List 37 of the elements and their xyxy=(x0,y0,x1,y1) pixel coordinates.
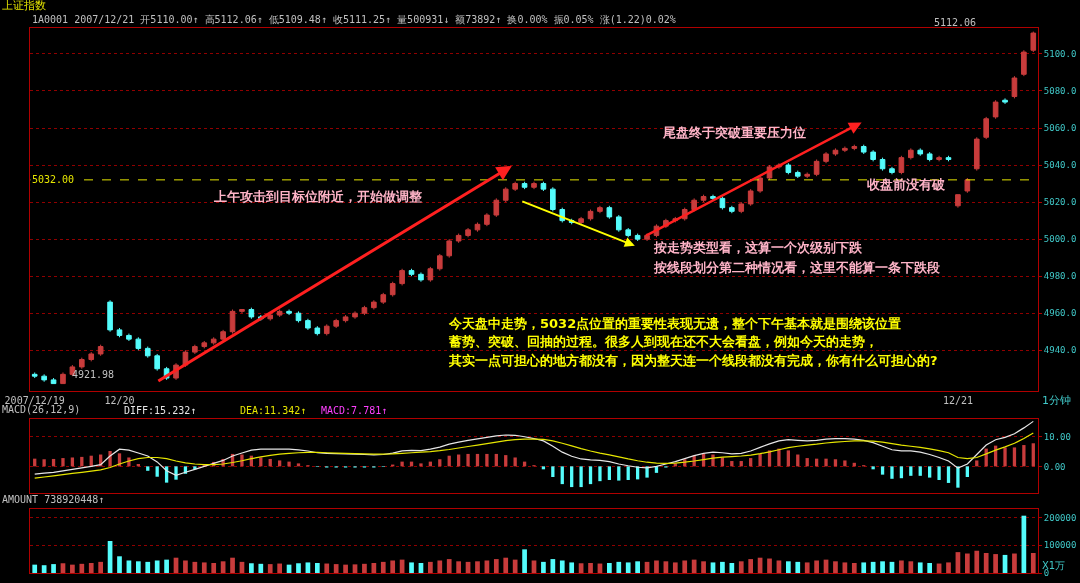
y-tick-label: 5020.0 xyxy=(1043,197,1077,208)
x-tick-label: 2007/12/19 xyxy=(4,395,65,406)
chart-subtitle: 1A0001 2007/12/21 开5110.00↑ 高5112.06↑ 低5109.48↑ 收5111.25↑ 量500931↓ 额73892↑ 换0.00% 振0.05% 涨(1.22)0.02% xyxy=(32,14,676,25)
chart-title: AMOUNT 738920448↑ xyxy=(2,494,105,505)
y-tick-label: 100000 xyxy=(1043,540,1077,551)
ref-line-label: 5032.00 xyxy=(32,174,75,185)
text: X1万 xyxy=(1042,560,1066,571)
text: MACD:7.781↑ xyxy=(321,405,388,416)
y-tick-label: 4960.0 xyxy=(1043,308,1077,319)
annotation: 按线段划分第二种情况看，这里不能算一条下跌段 xyxy=(653,260,941,275)
y-tick-label: 5040.0 xyxy=(1043,160,1077,171)
annotation: 按走势类型看，这算一个次级别下跌 xyxy=(653,240,863,255)
y-tick-label: 4940.0 xyxy=(1043,345,1077,356)
x-tick-label: 12/21 xyxy=(942,395,973,406)
y-tick-label: 5100.0 xyxy=(1043,49,1077,60)
annotation: 尾盘终于突破重要压力位 xyxy=(662,125,806,140)
annotation: 其实一点可担心的地方都没有，因为整天连一个线段都没有完成，你有什么可担心的? xyxy=(448,353,938,368)
x-tick-label: 12/20 xyxy=(104,395,135,406)
text: DEA:11.342↑ xyxy=(240,405,307,416)
annotation: 收盘前没有破 xyxy=(867,177,946,192)
y-tick-label: 0.00 xyxy=(1043,461,1066,472)
annotation: 4921.98 xyxy=(72,369,115,380)
y-tick-label: 4980.0 xyxy=(1043,271,1077,282)
annotation: 上午攻击到目标位附近，开始做调整 xyxy=(213,189,423,204)
y-tick-label: 5060.0 xyxy=(1043,123,1077,134)
y-tick-label: 10.00 xyxy=(1043,431,1071,442)
x-axis-title: 1分钟 xyxy=(1042,394,1071,407)
chart-title: MACD(26,12,9) xyxy=(2,404,81,415)
annotation: 蓄势、突破、回抽的过程。很多人到现在还不大会看盘，例如今天的走势， xyxy=(448,334,878,349)
y-tick-label: 0 xyxy=(1043,568,1050,579)
y-tick-label: 5000.0 xyxy=(1043,234,1077,245)
text: DIFF:15.232↑ xyxy=(124,405,197,416)
annotation: 5112.06 xyxy=(934,17,977,28)
y-tick-label: 200000 xyxy=(1043,512,1077,523)
y-tick-label: 5080.0 xyxy=(1043,86,1077,97)
chart-title: 上证指数 xyxy=(2,0,46,12)
annotation: 今天盘中走势，5032点位置的重要性表现无遗，整个下午基本就是围绕该位置 xyxy=(448,316,902,331)
